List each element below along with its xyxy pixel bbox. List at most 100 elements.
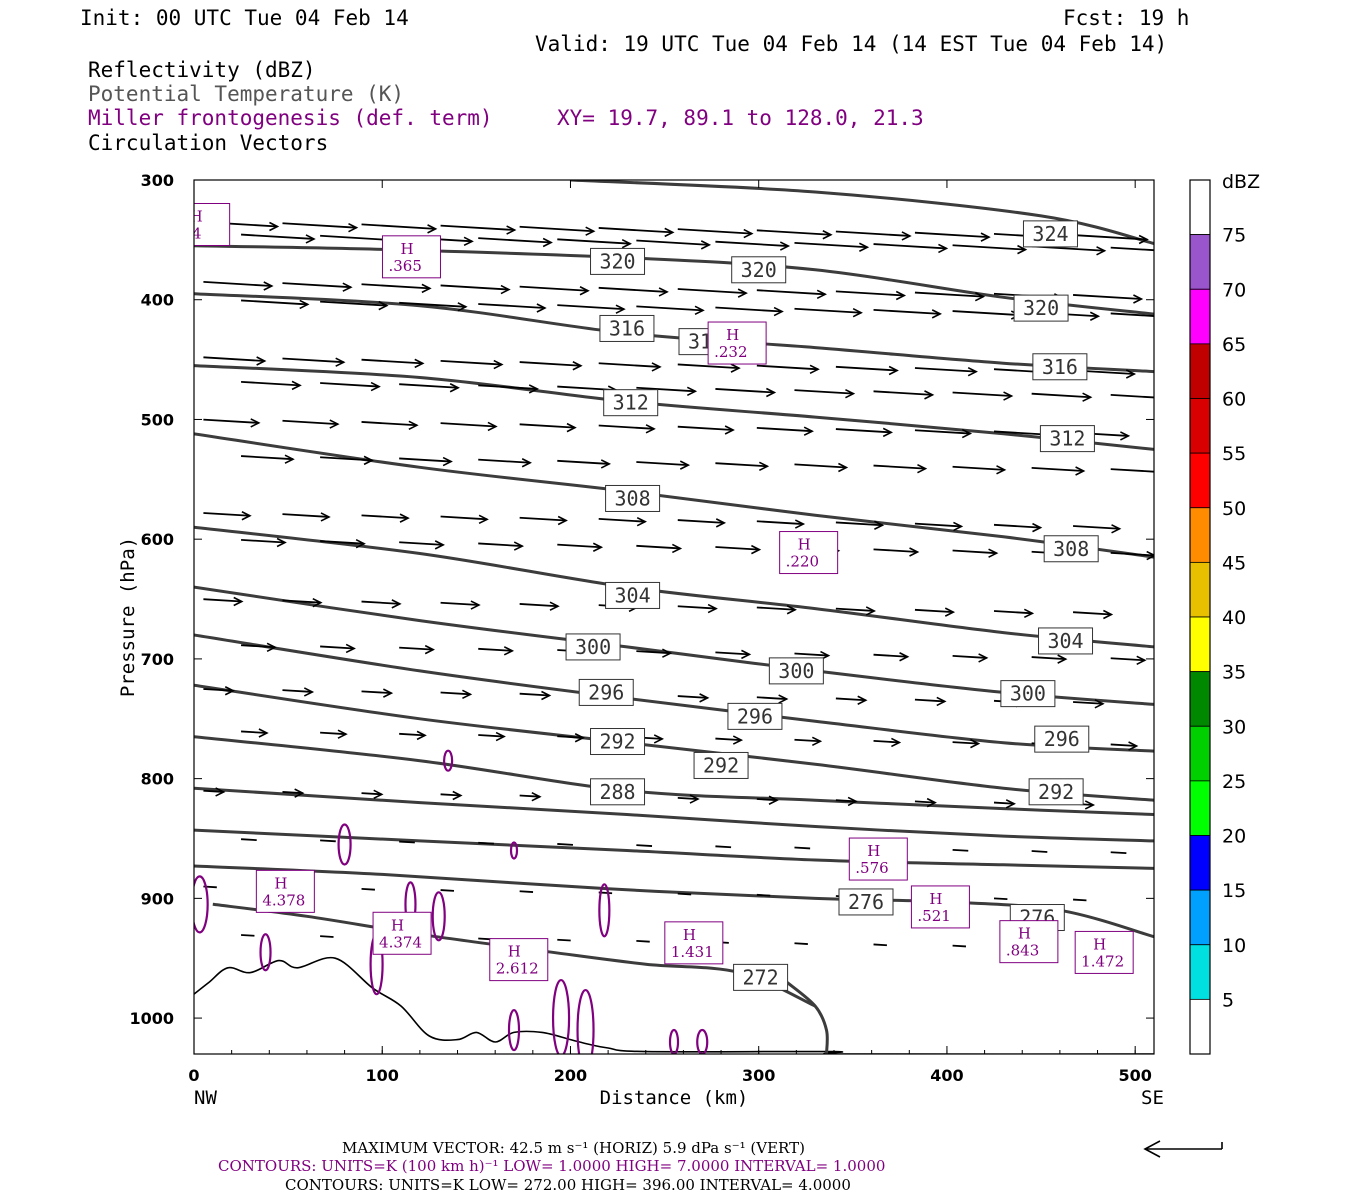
x-tick-label: 0	[188, 1066, 199, 1085]
circulation-vector	[241, 380, 301, 387]
circulation-vector-head	[845, 388, 856, 399]
circulation-vector	[794, 846, 811, 850]
circulation-vector	[241, 934, 255, 937]
circulation-vector-head	[345, 643, 356, 654]
circulation-vector	[835, 607, 875, 612]
circulation-vector	[320, 456, 373, 462]
circulation-vector-head	[811, 736, 823, 746]
circulation-vector	[873, 308, 941, 315]
valid-time: Valid: 19 UTC Tue 04 Feb 14 (14 EST Tue …	[535, 32, 1167, 56]
circulation-vector-head	[857, 695, 868, 705]
circulation-vector	[677, 519, 725, 524]
theta-label-324: 324	[1032, 222, 1068, 246]
circulation-vector	[320, 935, 334, 938]
circulation-vector	[1073, 701, 1103, 705]
circulation-vector-head	[978, 653, 989, 663]
circulation-vector	[241, 233, 315, 240]
circulation-vector	[203, 512, 250, 517]
theta-label-box	[578, 678, 634, 706]
circulation-vector	[715, 651, 750, 656]
circulation-vector-head	[427, 224, 438, 234]
circulation-vector	[756, 426, 813, 433]
colorbar-tick-label: 65	[1222, 334, 1246, 356]
circulation-vector	[636, 239, 710, 246]
circulation-vector	[440, 224, 515, 231]
circulation-vector-head	[838, 462, 849, 473]
theta-contour-324	[570, 180, 1154, 245]
circulation-vector	[1073, 234, 1148, 241]
miller-contour	[259, 933, 272, 972]
circulation-vector	[914, 367, 977, 373]
circulation-vector	[835, 230, 910, 237]
circulation-vector-head	[363, 455, 374, 466]
circulation-vector-head	[636, 516, 647, 527]
circulation-vector-head	[1096, 246, 1107, 256]
circulation-vector-head	[305, 234, 316, 244]
circulation-vector	[756, 229, 831, 236]
circulation-vector	[478, 734, 505, 738]
miller-maximum-h: H	[867, 842, 880, 860]
circulation-vector-head	[256, 356, 267, 366]
circulation-vector-head	[1133, 294, 1144, 304]
miller-maximum-box	[255, 869, 315, 913]
circulation-vector-head	[572, 361, 583, 371]
miller-maximum-box	[194, 202, 231, 246]
circulation-vector-head	[917, 463, 928, 474]
circulation-vector	[636, 650, 671, 655]
circulation-vector	[519, 890, 534, 893]
circulation-vector-head	[1176, 248, 1184, 256]
circulation-vector-head	[449, 383, 460, 393]
circulation-vector-head	[495, 731, 506, 742]
circulation-vector	[478, 384, 538, 390]
circulation-vector-head	[378, 300, 389, 311]
circulation-vector-head	[1003, 391, 1014, 401]
circulation-vector	[835, 697, 866, 702]
circulation-vector	[519, 603, 559, 608]
circulation-vector	[361, 690, 392, 695]
circulation-vector	[914, 291, 984, 298]
colorbar-tick-label: 10	[1222, 935, 1246, 957]
circulation-vector-head	[424, 644, 435, 655]
circulation-vector-head	[408, 420, 419, 430]
circulation-vector	[914, 698, 945, 703]
circulation-vector-head	[895, 290, 907, 301]
circulation-vector	[519, 285, 589, 292]
circulation-vector-head	[615, 304, 626, 314]
circulation-vector	[361, 514, 409, 520]
circulation-vector	[756, 798, 778, 802]
miller-maximum-box	[372, 911, 432, 955]
circulation-vector	[715, 388, 775, 394]
circulation-vector-head	[276, 537, 287, 548]
circulation-vector-head	[778, 694, 789, 704]
circulation-vector-head	[732, 735, 744, 745]
miller-maximum-.521: .521	[917, 907, 950, 925]
circulation-vector	[282, 357, 344, 364]
circulation-vector-head	[506, 225, 517, 235]
field-theta: Potential Temperature (K)	[88, 82, 404, 106]
circulation-vector	[715, 546, 760, 551]
colorbar-swatch	[1189, 725, 1211, 782]
theta-label-box	[590, 778, 646, 806]
circulation-vector	[794, 652, 829, 657]
colorbar-tick-label: 60	[1222, 389, 1246, 411]
circulation-vector	[756, 696, 787, 700]
circulation-vector-head	[651, 362, 662, 372]
circulation-vector-head	[329, 419, 340, 429]
circulation-vector-head	[741, 649, 752, 660]
x-tick-label: 300	[742, 1066, 775, 1085]
circulation-vector	[794, 389, 854, 395]
theta-label-308: 308	[615, 486, 651, 510]
theta-label-box	[1022, 220, 1078, 248]
miller-maximum-h: H	[929, 890, 942, 908]
miller-maximum-box	[381, 235, 441, 279]
theta-label-296: 296	[1044, 727, 1080, 751]
circulation-vector-head	[699, 693, 710, 703]
circulation-vector	[952, 549, 997, 555]
circulation-vector-head	[1138, 234, 1149, 245]
theta-label-box	[605, 484, 661, 512]
circulation-vector-head	[773, 306, 784, 317]
circulation-vector-head	[1136, 655, 1147, 666]
circulation-vector	[677, 605, 717, 610]
miller-contour	[509, 841, 519, 860]
miller-contour	[443, 749, 454, 772]
